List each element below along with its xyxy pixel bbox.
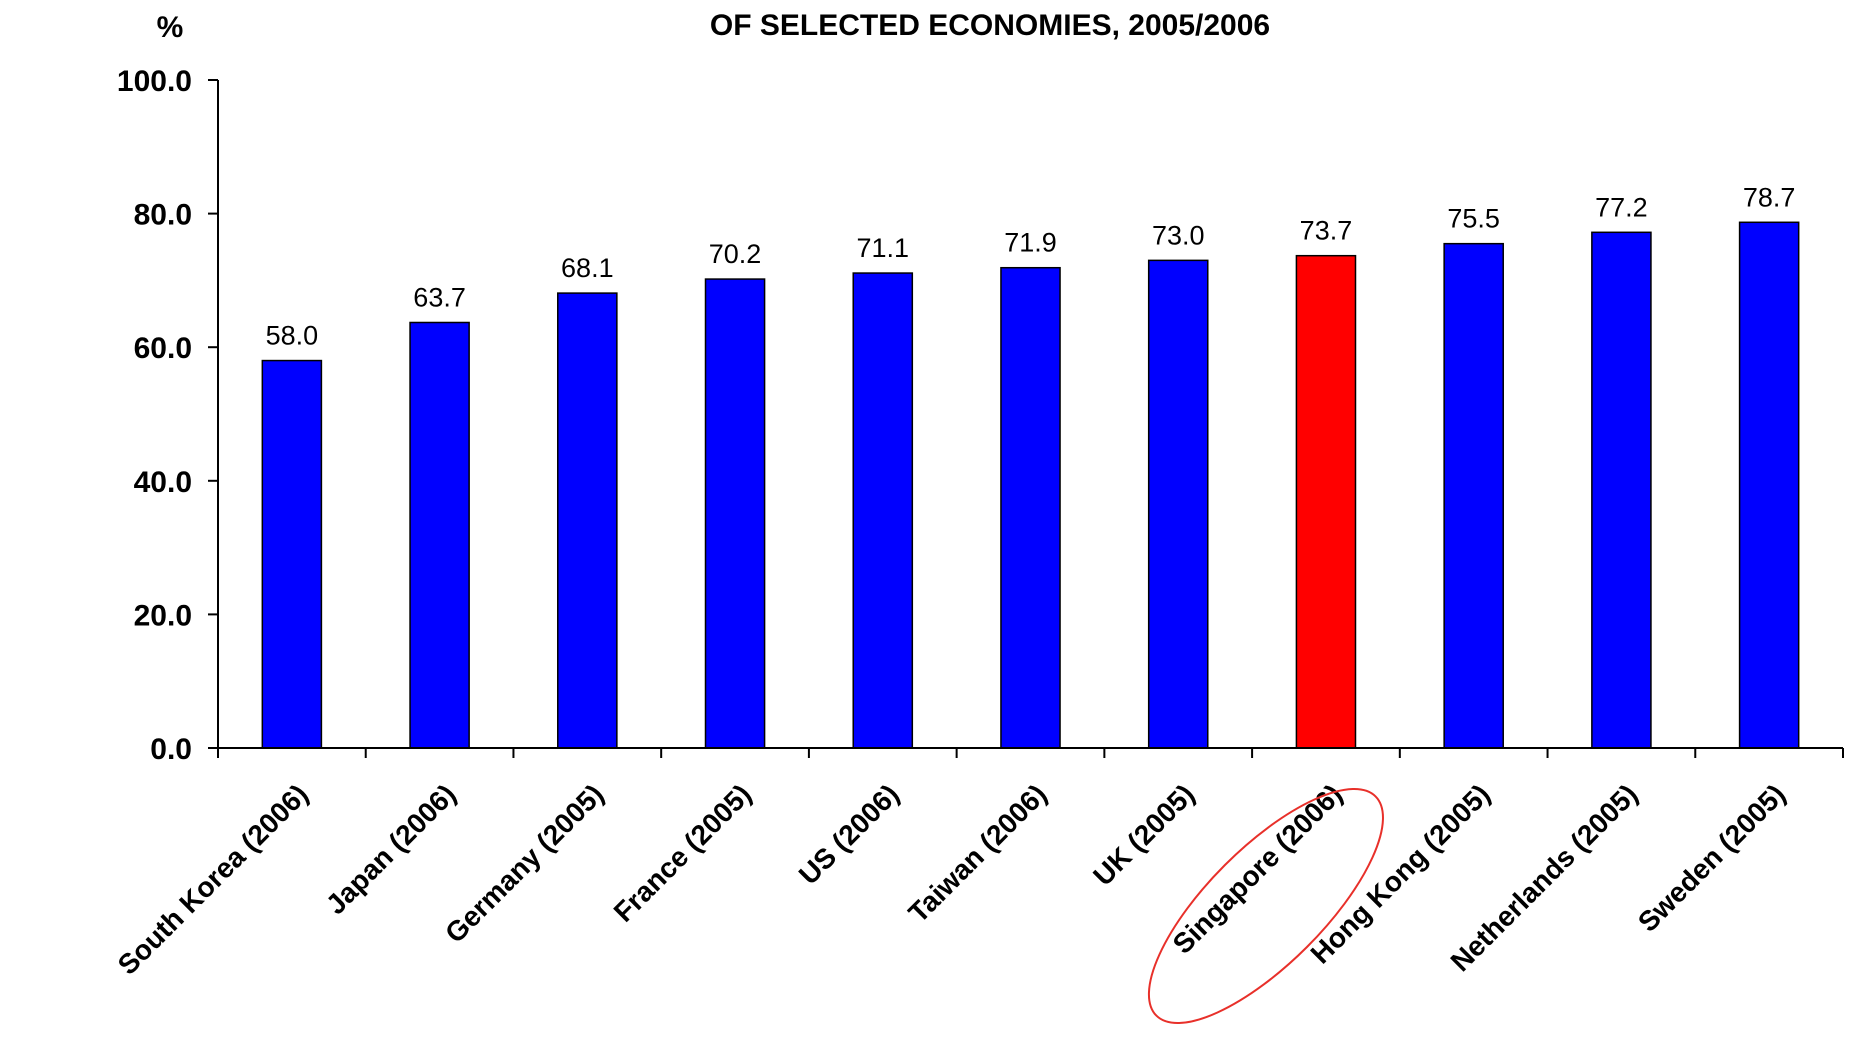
data-label: 73.7 — [1300, 216, 1353, 246]
x-tick-label: France (2005) — [608, 778, 758, 928]
y-tick-label: 100.0 — [117, 65, 192, 98]
bars: 58.0 63.7 68.1 70.2 71.1 71.9 73.0 73.7 75.5 77.2… — [261, 182, 1800, 749]
highlight-circle — [1147, 787, 1384, 1025]
x-tick-label: Taiwan (2006) — [902, 778, 1052, 928]
data-label: 71.9 — [1004, 228, 1057, 258]
y-tick-label: 80.0 — [134, 199, 192, 232]
y-axis: 0.0 20.0 40.0 60.0 80.0 100.0 — [117, 65, 219, 766]
bar — [1443, 242, 1504, 749]
data-label: 71.1 — [856, 233, 909, 263]
y-tick-label: 20.0 — [134, 599, 192, 632]
y-unit-label: % — [157, 11, 184, 44]
bar — [704, 278, 766, 749]
data-label: 63.7 — [413, 282, 466, 312]
bar — [1295, 254, 1357, 749]
x-tick-label: South Korea (2006) — [112, 778, 314, 980]
x-tick-label: Japan (2006) — [320, 778, 462, 920]
bar — [1147, 259, 1209, 749]
bar — [1000, 266, 1061, 749]
bar — [852, 272, 914, 749]
x-tick-label: US (2006) — [793, 778, 905, 890]
x-tick-label: Sweden (2005) — [1632, 778, 1791, 937]
y-tick-label: 40.0 — [134, 466, 192, 499]
data-label: 77.2 — [1595, 192, 1648, 222]
data-label: 78.7 — [1743, 182, 1796, 212]
x-axis: South Korea (2006) Japan (2006)Germany (2… — [112, 747, 1844, 1025]
bar — [557, 292, 618, 749]
bar — [1738, 221, 1800, 749]
bar — [261, 359, 323, 749]
x-tick-label: UK (2005) — [1087, 778, 1200, 891]
data-label: 75.5 — [1447, 204, 1500, 234]
data-label: 68.1 — [561, 253, 614, 283]
bar — [1591, 231, 1652, 749]
bar — [409, 321, 470, 749]
x-tick-label: Germany (2005) — [439, 778, 609, 948]
y-tick-label: 60.0 — [134, 332, 192, 365]
y-tick-label: 0.0 — [150, 733, 192, 766]
chart-title: OF SELECTED ECONOMIES, 2005/2006 — [710, 9, 1270, 42]
data-label: 70.2 — [709, 239, 762, 269]
data-label: 73.0 — [1152, 220, 1205, 250]
data-label: 58.0 — [266, 321, 319, 351]
